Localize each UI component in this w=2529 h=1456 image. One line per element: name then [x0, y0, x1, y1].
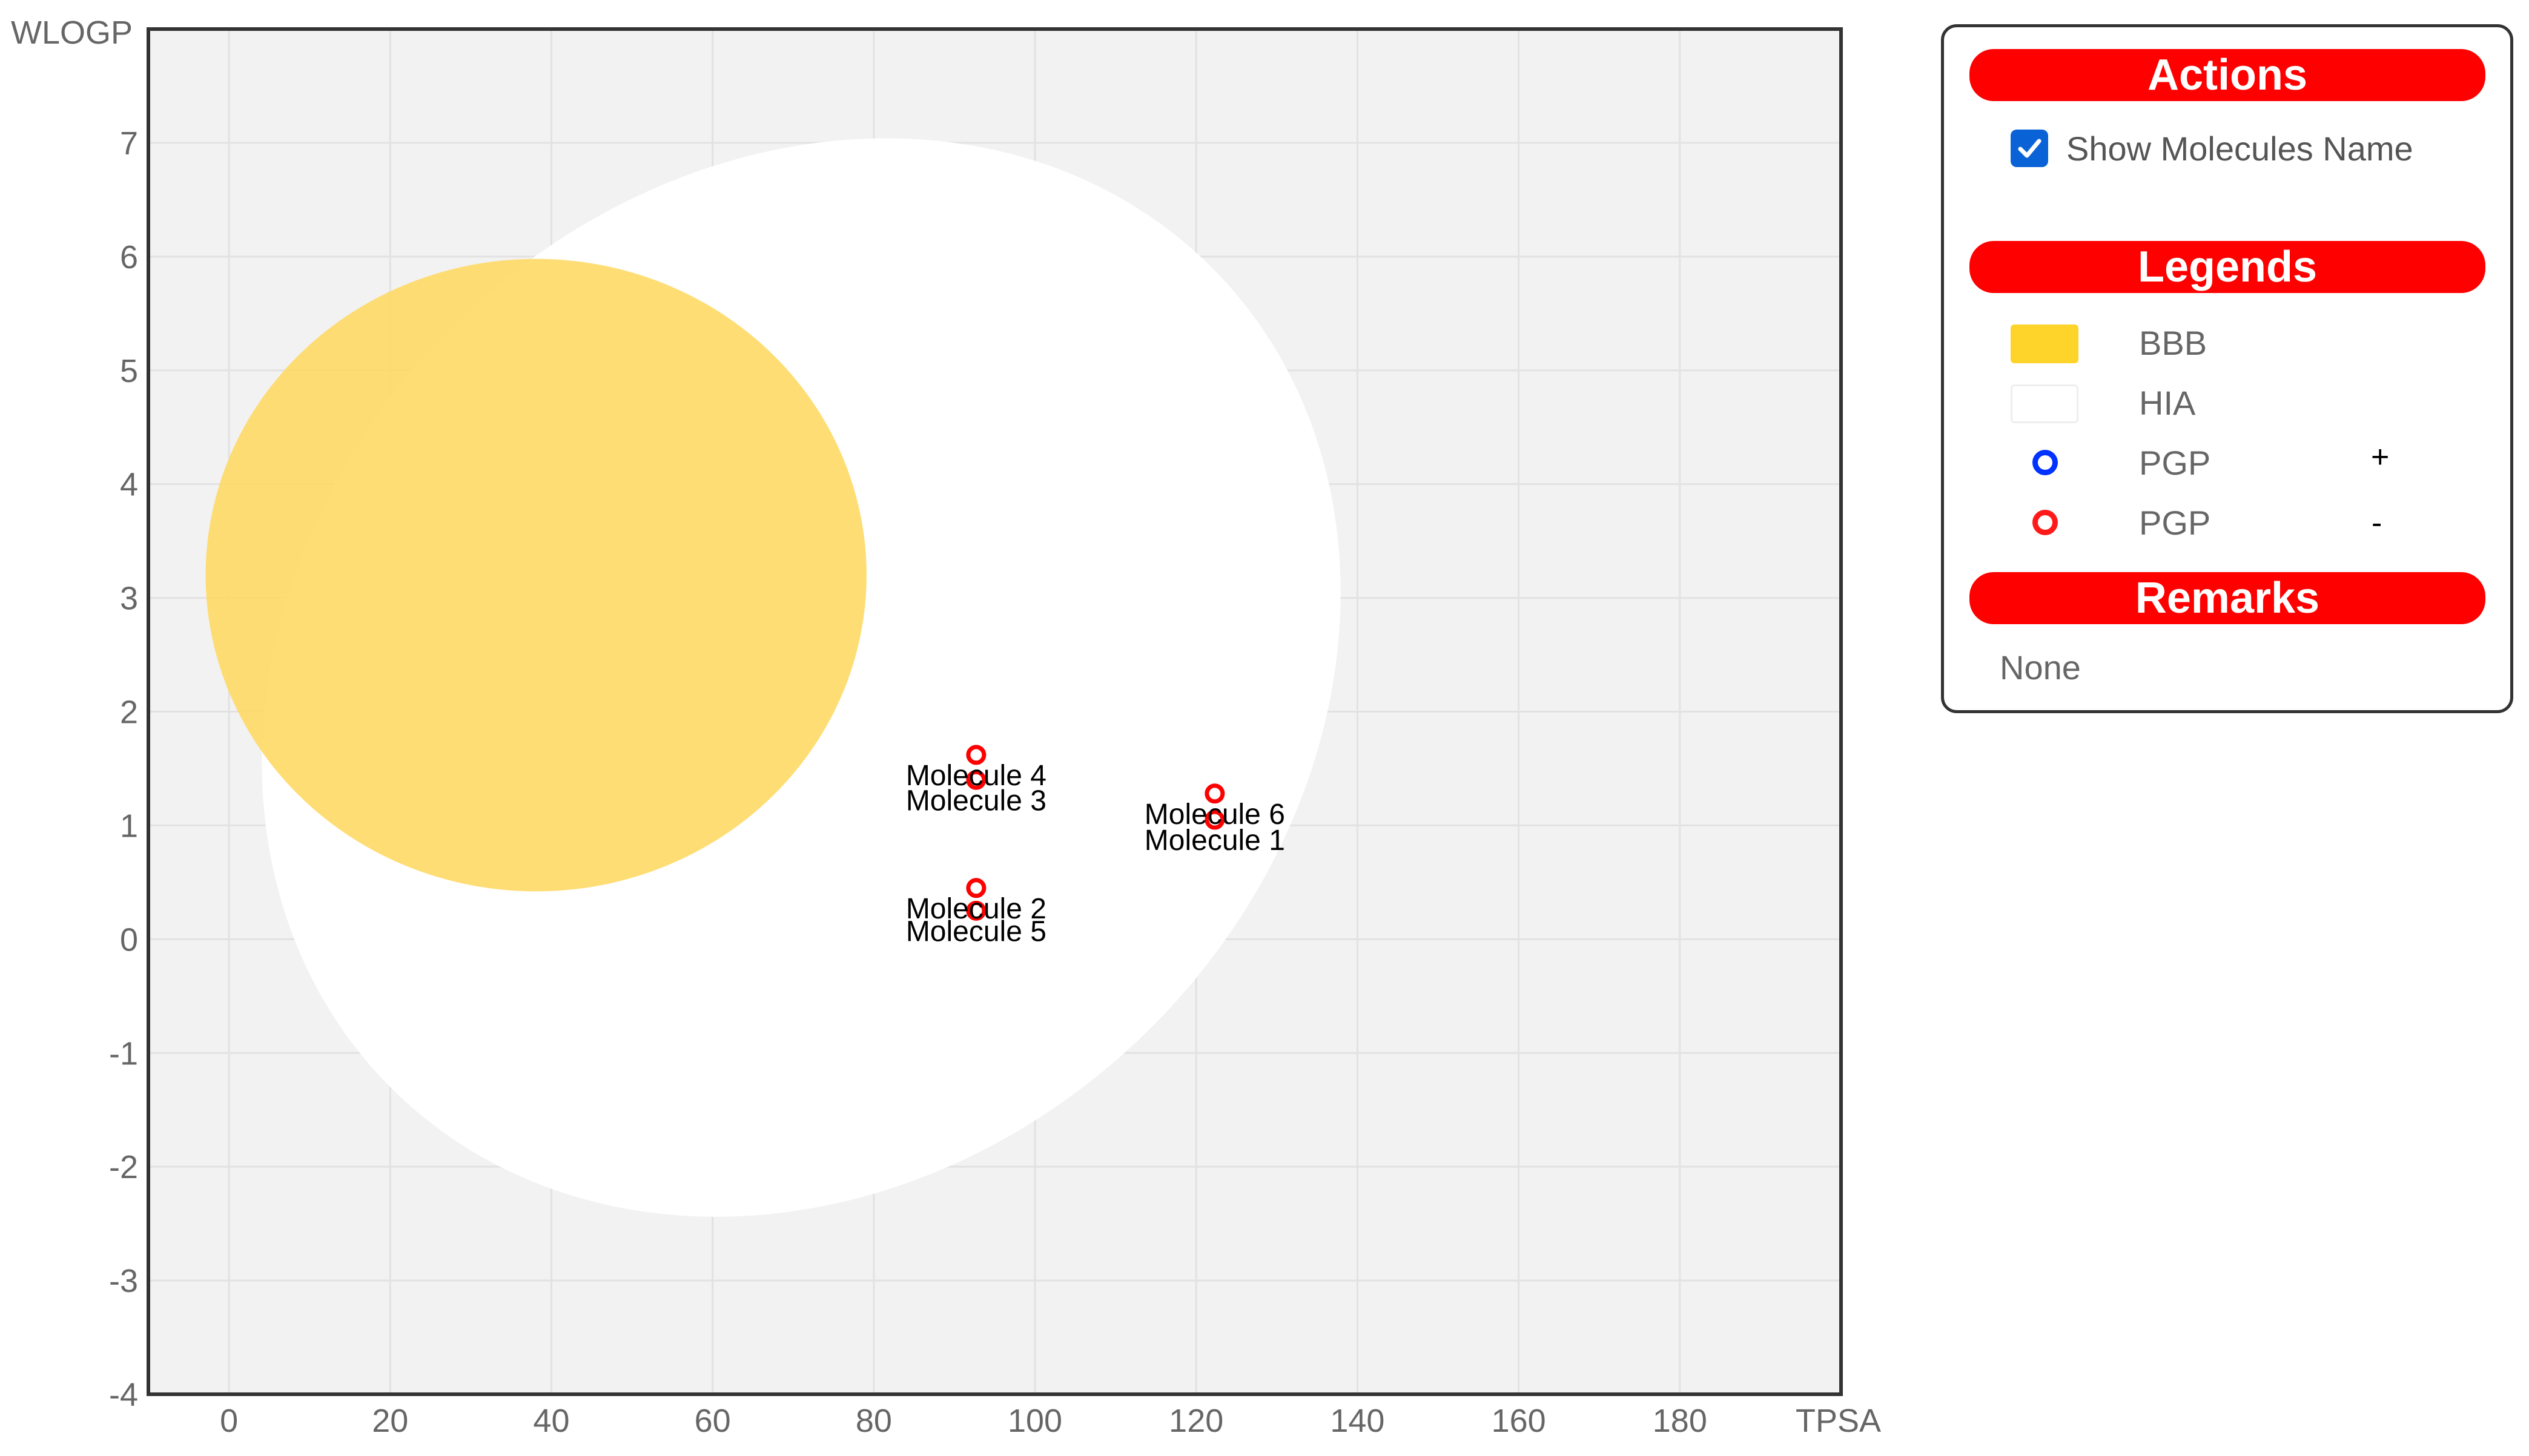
molecule-label: Molecule 4	[906, 760, 1046, 792]
molecule-label: Molecule 1	[1145, 825, 1285, 857]
legend-item-hia: HIA	[2011, 381, 2471, 424]
regions	[205, 138, 1341, 1217]
show-names-checkbox[interactable]	[2011, 130, 2048, 167]
remarks-header: Remarks	[1969, 572, 2485, 624]
y-tick-label: 4	[120, 467, 138, 503]
y-tick-label: 5	[120, 353, 138, 389]
x-tick-label: 100	[1008, 1403, 1062, 1439]
y-tick-label: 6	[120, 239, 138, 275]
plot-frame	[147, 27, 1843, 1396]
data-point	[1205, 783, 1225, 804]
legend-item-bbb: BBB	[2011, 321, 2471, 364]
hia-swatch	[2011, 384, 2078, 423]
actions-header: Actions	[1969, 49, 2485, 101]
molecule-label: Molecule 3	[906, 785, 1046, 817]
y-tick-label: 0	[120, 921, 138, 958]
y-tick-label: 2	[120, 694, 138, 731]
x-tick-label: 180	[1653, 1403, 1707, 1439]
x-tick-label: 160	[1492, 1403, 1546, 1439]
data-points	[966, 745, 1225, 921]
molecule-label: Molecule 2	[906, 893, 1046, 925]
blue-ring-icon	[2032, 450, 2058, 475]
data-point	[966, 878, 987, 898]
x-tick-label: 80	[856, 1403, 892, 1439]
x-tick-label: 0	[220, 1403, 238, 1439]
legend-item-pgp-minus: PGP -	[2011, 501, 2471, 544]
legend-label: HIA	[2139, 384, 2196, 422]
molecule-label: Molecule 5	[906, 915, 1046, 947]
molecule-label: Molecule 6	[1145, 799, 1285, 831]
checkmark-icon	[2018, 139, 2041, 158]
legends-header: Legends	[1969, 241, 2485, 293]
legend-item-pgp-plus: PGP +	[2011, 440, 2471, 484]
data-point	[1205, 809, 1225, 830]
data-point	[966, 745, 987, 765]
show-names-toggle[interactable]: Show Molecules Name	[2011, 127, 2413, 170]
y-tick-label: -1	[109, 1035, 138, 1072]
y-tick-label: 1	[120, 808, 138, 844]
bbb-region	[205, 259, 867, 892]
x-tick-label: 60	[695, 1403, 731, 1439]
x-tick-label: 20	[372, 1403, 408, 1439]
minus-sign: -	[2372, 506, 2382, 541]
show-names-label: Show Molecules Name	[2066, 129, 2413, 168]
y-tick-label: -2	[109, 1149, 138, 1185]
x-tick-label: 140	[1330, 1403, 1384, 1439]
legend-label: BBB	[2139, 324, 2207, 362]
data-point	[966, 769, 987, 790]
bbb-swatch	[2011, 324, 2078, 363]
y-tick-label: -4	[109, 1377, 138, 1413]
legend-label: PGP	[2139, 504, 2211, 542]
red-ring-icon	[2032, 510, 2058, 535]
side-panel: Actions Show Molecules Name Legends BBB …	[1941, 24, 2513, 713]
y-tick-label: 3	[120, 581, 138, 617]
x-tick-label: 120	[1169, 1403, 1223, 1439]
y-axis-title: WLOGP	[11, 15, 133, 51]
tick-labels: 0 20 40 60 80 100 120 140 160 180 -4 -3 -2 -1 0 1 2 3 4 5 6 7	[109, 125, 1707, 1439]
y-tick-label: 7	[120, 125, 138, 162]
y-tick-label: -3	[109, 1263, 138, 1299]
x-axis-title: TPSA	[1796, 1403, 1881, 1439]
remarks-text: None	[2000, 648, 2081, 687]
legend-label: PGP	[2139, 444, 2211, 482]
x-tick-label: 40	[533, 1403, 569, 1439]
data-point	[966, 900, 987, 921]
plus-sign: +	[2371, 440, 2390, 475]
